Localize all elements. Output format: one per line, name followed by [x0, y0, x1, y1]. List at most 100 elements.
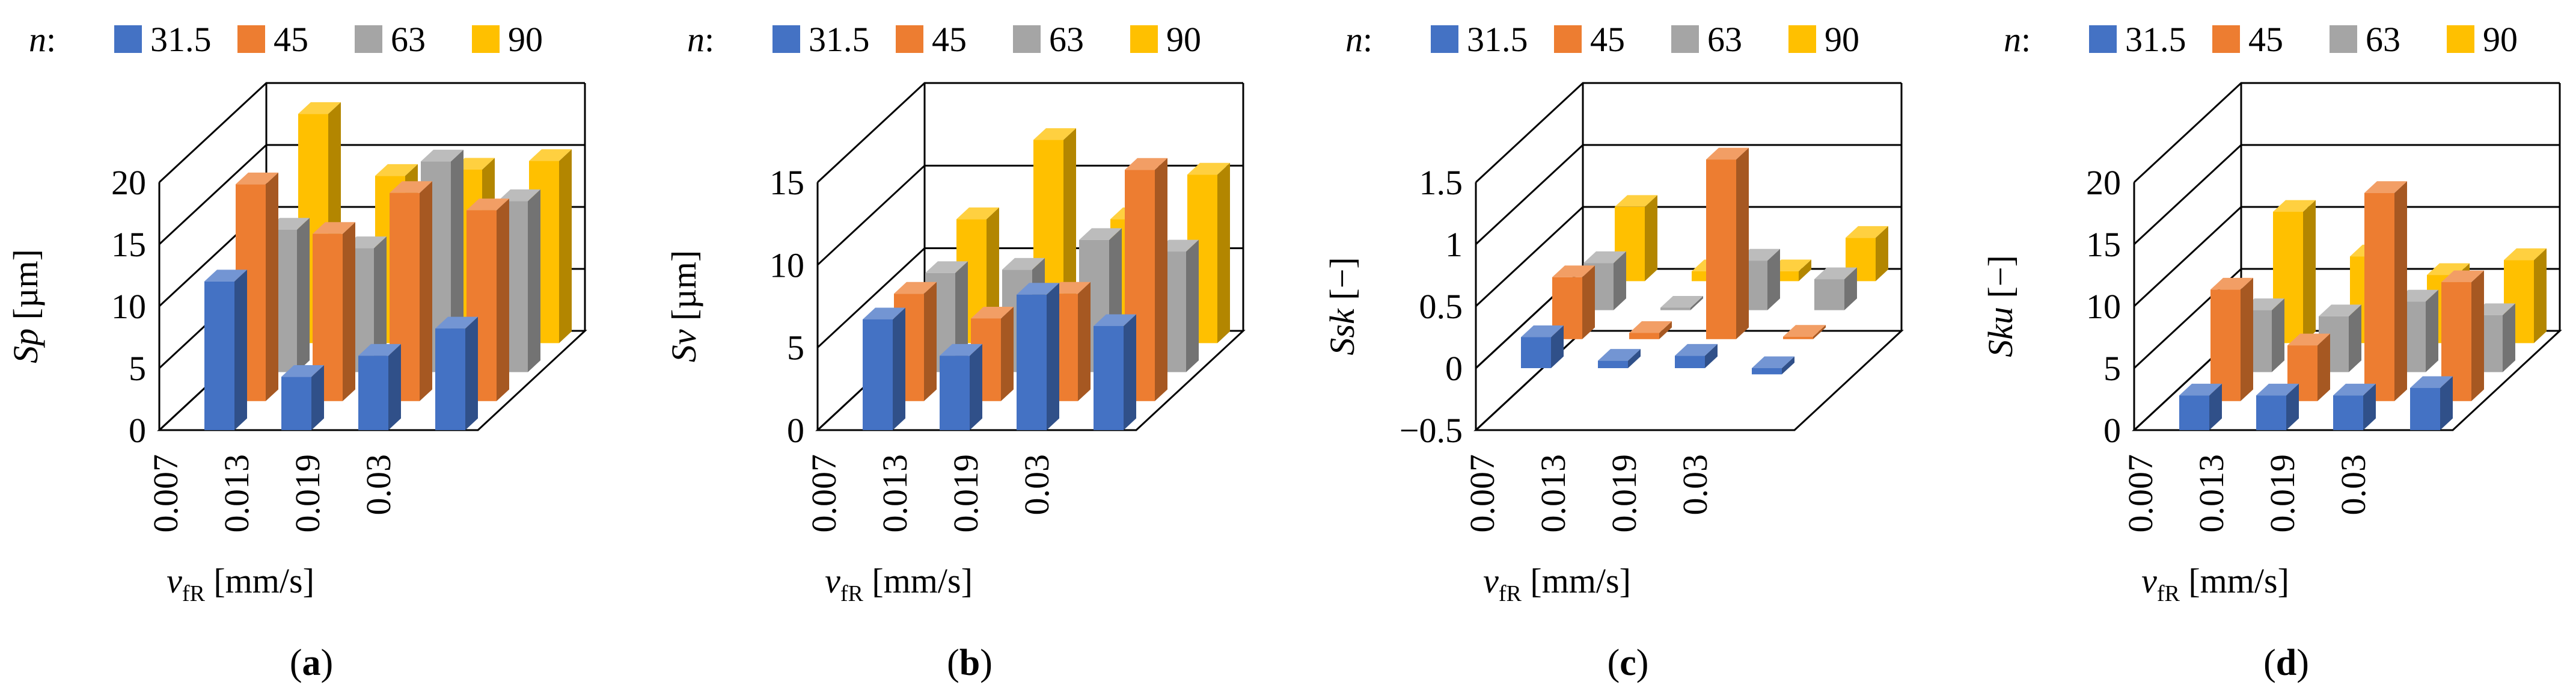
bar-side: [1078, 282, 1091, 401]
x-axis-unit: [mm/s]: [1522, 561, 1631, 600]
legend-title-colon: :: [1363, 20, 1372, 59]
x-axis-label: vfR [mm/s]: [167, 561, 314, 606]
y-axis-label: Sku [−]: [1981, 255, 2020, 357]
legend-title-colon: :: [705, 20, 714, 59]
bar-top: [1583, 251, 1626, 263]
legend: n: 31.5 45 63 90: [1345, 20, 1859, 59]
bar-side: [1645, 195, 1657, 282]
bar-side: [1582, 265, 1595, 339]
bar-top: [1846, 226, 1888, 238]
bar-front: [1706, 159, 1736, 339]
bar-front: [1675, 356, 1705, 368]
bar-side: [451, 149, 463, 372]
legend-title: n:: [29, 20, 56, 59]
bar-top: [1706, 147, 1749, 160]
bar-top: [1079, 228, 1122, 240]
legend-title: n:: [1345, 20, 1372, 59]
bar-side: [1124, 314, 1136, 430]
x-axis-subscript: fR: [840, 581, 864, 606]
legend-swatch-31-5: [772, 25, 800, 53]
legend-swatch-63: [2330, 25, 2357, 53]
bar-front: [863, 319, 893, 430]
panel-letter: b: [959, 642, 980, 683]
bar-side: [1736, 147, 1749, 339]
bar-top: [1752, 356, 1794, 368]
bar-top: [421, 149, 463, 162]
y-axis-unit: [µm]: [664, 250, 703, 330]
bar-side: [924, 282, 937, 401]
gridline: [158, 82, 585, 183]
bar-top: [2179, 383, 2222, 396]
x-tick-label: 0.03: [2334, 454, 2373, 516]
bar-top: [971, 306, 1014, 319]
y-axis-unit: [−]: [1981, 255, 2020, 307]
bar-side: [559, 149, 572, 343]
panel-paren-close: ): [321, 642, 334, 683]
y-axis-unit: [−]: [1323, 257, 1362, 309]
bar-top: [1002, 257, 1045, 270]
x-tick-label: 0.007: [1463, 454, 1502, 533]
bar-side: [1217, 162, 1230, 343]
legend-swatch-63: [1013, 25, 1041, 53]
panel-letter: a: [302, 642, 321, 683]
bar-31-5-0-013: [1598, 349, 1641, 368]
bar-front: [1094, 325, 1124, 430]
x-tick-label: 0.019: [288, 454, 327, 533]
bar-top: [1660, 296, 1703, 308]
bar-front: [1752, 368, 1782, 375]
bar-side: [2363, 383, 2376, 430]
legend-label-63: 63: [1049, 20, 1084, 59]
legend-swatch-45: [237, 25, 265, 53]
bar-31-5-0-03: [1094, 314, 1136, 430]
bar-front: [2364, 192, 2394, 401]
legend-swatch-90: [472, 25, 500, 53]
legend-label-90: 90: [508, 20, 543, 59]
bar-top: [1598, 349, 1641, 361]
bar-top: [1629, 321, 1672, 333]
legend-label-45: 45: [932, 20, 967, 59]
bar-side: [2349, 304, 2361, 372]
x-axis-subscript: fR: [2157, 581, 2180, 606]
bar-top: [1017, 283, 1059, 295]
bar-side: [1690, 296, 1703, 310]
bar-top: [1814, 267, 1857, 280]
bar-top: [1187, 162, 1230, 175]
panel-label: (a): [290, 642, 333, 683]
y-tick-label: 1: [1445, 225, 1463, 264]
bar-side: [1782, 356, 1794, 375]
bar-top: [2504, 248, 2547, 260]
bar-31-5-0-019: [1675, 343, 1718, 368]
legend: n: 31.5 45 63 90: [687, 20, 1201, 59]
x-axis-symbol: v: [2141, 561, 2157, 600]
bar-45-0-019: [1048, 282, 1091, 401]
bar-63-0-013: [1660, 296, 1703, 310]
y-tick-label: 5: [787, 328, 804, 368]
bar-side: [234, 269, 247, 430]
bar-front: [940, 356, 970, 430]
legend-label-31-5: 31.5: [1467, 20, 1528, 59]
bar-top: [956, 207, 999, 220]
bar-side: [343, 222, 355, 401]
bar-top: [467, 199, 509, 211]
bar-front: [1629, 333, 1659, 339]
legend-swatch-31-5: [2089, 25, 2117, 53]
bar-front: [1598, 360, 1628, 368]
bar-top: [435, 316, 478, 329]
bar-side: [970, 343, 982, 430]
chart-panel-b: n: 31.5 45 63 90 0 5 10 15 0.007 0.013 0.019 0.03 Sv …: [664, 20, 1246, 683]
bar-top: [2256, 383, 2299, 396]
legend: n: 31.5 45 63 90: [2004, 20, 2518, 59]
bar-side: [1155, 158, 1167, 401]
y-tick-label: 0: [129, 411, 146, 450]
gridline: [1475, 144, 1901, 245]
legend-label-45: 45: [1590, 20, 1625, 59]
bar-side: [2209, 383, 2222, 430]
bars: [2179, 181, 2547, 430]
legend-title-symbol: n: [2004, 20, 2021, 59]
bar-top: [2410, 376, 2453, 388]
bar-31-5-0-019: [1017, 283, 1059, 430]
x-axis-symbol: v: [167, 561, 182, 600]
bar-top: [204, 269, 247, 282]
x-axis-symbol: v: [1483, 561, 1499, 600]
y-tick-label: 0: [787, 411, 804, 450]
